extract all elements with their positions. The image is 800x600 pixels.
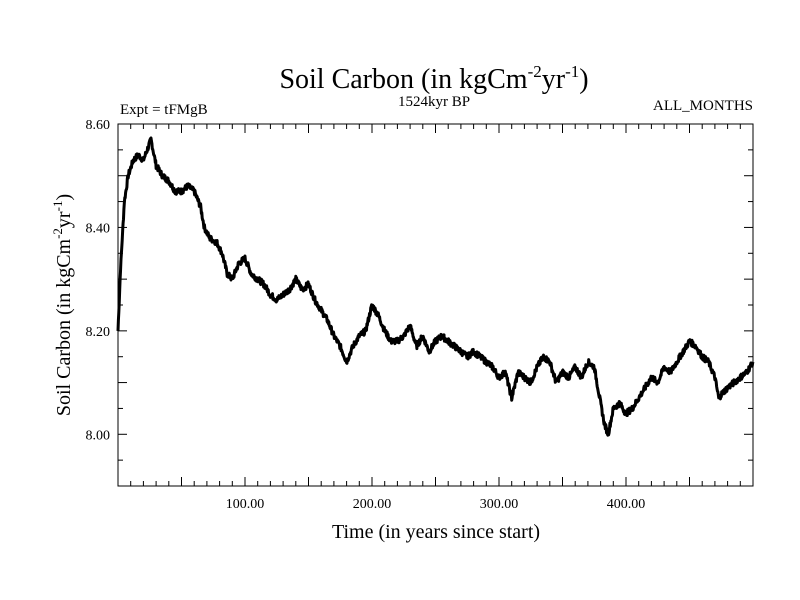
x-tick-label: 200.00 [353,497,392,512]
x-tick-label: 400.00 [607,497,646,512]
y-tick-label: 8.20 [86,325,111,340]
x-tick-label: 100.00 [226,497,265,512]
chart-title: Soil Carbon (in kgCm-2yr-1) [279,62,588,95]
soil-carbon-series-line [116,136,755,437]
y-axis-label: Soil Carbon (in kgCm-2yr-1) [50,194,75,416]
axis-ticks [118,124,753,486]
plot-frame [117,123,754,487]
y-tick-labels: 8.00 8.20 8.40 8.60 [86,118,111,443]
months-label: ALL_MONTHS [653,98,753,114]
period-label: 1524kyr BP [398,94,470,110]
experiment-label: Expt = tFMgB [120,102,208,118]
x-axis-label: Time (in years since start) [332,521,540,543]
x-tick-label: 300.00 [480,497,519,512]
y-tick-label: 8.00 [86,428,111,443]
y-tick-label: 8.60 [86,118,111,133]
x-tick-labels: 100.00 200.00 300.00 400.00 [226,497,646,512]
y-tick-label: 8.40 [86,221,111,236]
